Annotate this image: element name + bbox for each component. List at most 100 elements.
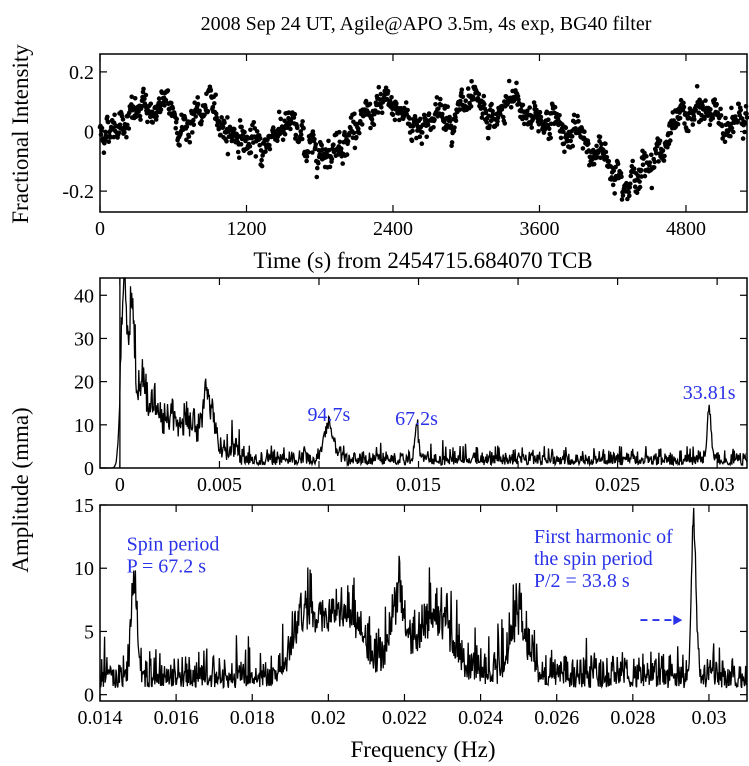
lightcurve-point bbox=[677, 110, 682, 115]
lightcurve-point bbox=[299, 136, 305, 142]
lightcurve-point bbox=[612, 191, 617, 196]
lightcurve-point bbox=[137, 113, 143, 119]
lightcurve-point bbox=[184, 124, 190, 129]
lightcurve-point bbox=[707, 122, 713, 128]
lightcurve-point bbox=[337, 129, 342, 135]
lightcurve-point bbox=[409, 138, 415, 144]
lightcurve-point bbox=[603, 141, 608, 147]
lightcurve-point bbox=[280, 137, 286, 143]
lightcurve-point bbox=[327, 164, 333, 170]
lightcurve-point bbox=[481, 93, 487, 99]
lightcurve-point bbox=[742, 121, 748, 126]
lightcurve-point bbox=[490, 112, 496, 117]
lightcurve-point bbox=[359, 122, 365, 127]
lightcurve-point bbox=[547, 131, 552, 137]
y-tick-label: 0 bbox=[84, 458, 94, 480]
ft-full-panel: 0 0.005 0.01 0.015 0.02 0.025 0.03 0 10 20 30 40 9… bbox=[74, 277, 748, 496]
lightcurve-point bbox=[668, 130, 674, 136]
lightcurve-point bbox=[356, 126, 361, 132]
lightcurve-point bbox=[311, 132, 316, 138]
lightcurve-point bbox=[647, 160, 653, 165]
lightcurve-point bbox=[225, 151, 231, 157]
lightcurve-point bbox=[729, 105, 734, 111]
x-tick-label: 0.022 bbox=[382, 707, 427, 729]
lightcurve-point bbox=[288, 126, 293, 132]
lightcurve-point bbox=[651, 165, 657, 170]
lightcurve-point bbox=[531, 114, 536, 119]
lightcurve-point bbox=[694, 84, 700, 89]
lightcurve-point bbox=[106, 119, 111, 125]
lightcurve-point bbox=[163, 97, 169, 103]
lightcurve-point bbox=[363, 98, 369, 104]
y-tick-label: 20 bbox=[74, 372, 94, 394]
lightcurve-point bbox=[116, 130, 122, 136]
lightcurve-point bbox=[376, 84, 382, 90]
lightcurve-point bbox=[236, 155, 242, 160]
lightcurve-point bbox=[394, 101, 399, 106]
lightcurve-point bbox=[420, 130, 425, 135]
lightcurve-point bbox=[451, 128, 457, 134]
lightcurve-point bbox=[173, 125, 178, 131]
lightcurve-point bbox=[702, 116, 707, 122]
lightcurve-point bbox=[242, 129, 247, 135]
lightcurve-point bbox=[660, 148, 666, 153]
lightcurve-point bbox=[642, 173, 648, 179]
lightcurve-point bbox=[599, 141, 604, 147]
lightcurve-point bbox=[591, 161, 597, 167]
lightcurve-point bbox=[315, 165, 320, 171]
lightcurve-point bbox=[345, 139, 351, 144]
lightcurve-point bbox=[278, 116, 284, 122]
lightcurve-point bbox=[182, 116, 188, 121]
y-tick-label: 0 bbox=[84, 122, 94, 144]
lightcurve-point bbox=[99, 125, 105, 131]
lightcurve-point bbox=[120, 117, 126, 122]
y-tick-label: -0.2 bbox=[62, 181, 94, 203]
lightcurve-point bbox=[571, 112, 577, 118]
lightcurve-point bbox=[447, 119, 453, 124]
lightcurve-point bbox=[187, 140, 193, 145]
lightcurve-point bbox=[326, 138, 331, 144]
ft-full-spectrum bbox=[100, 277, 748, 469]
lightcurve-point bbox=[615, 161, 621, 167]
lightcurve-point bbox=[410, 128, 415, 134]
lightcurve-point bbox=[434, 95, 440, 100]
lightcurve-point bbox=[338, 146, 344, 151]
lightcurve-point bbox=[232, 126, 237, 132]
y-tick-label: 40 bbox=[74, 285, 94, 307]
lightcurve-point bbox=[248, 127, 253, 133]
lightcurve-point bbox=[219, 115, 224, 120]
lightcurve-point bbox=[463, 98, 469, 103]
x-tick-label: 0.03 bbox=[700, 474, 735, 496]
y-tick-label: 10 bbox=[74, 558, 94, 580]
x-tick-label: 3600 bbox=[519, 218, 559, 240]
x-tick-label: 0 bbox=[95, 218, 105, 240]
ft-full-annotations: 94.7s 67.2s 33.81s bbox=[308, 382, 736, 430]
lightcurve-point bbox=[516, 97, 521, 102]
lightcurve-point bbox=[644, 154, 649, 159]
lightcurve-point bbox=[693, 107, 698, 113]
lightcurve-point bbox=[150, 120, 155, 125]
lightcurve-point bbox=[344, 152, 350, 157]
lightcurve-point bbox=[546, 117, 551, 122]
lightcurve-point bbox=[686, 128, 691, 134]
lightcurve-point bbox=[563, 125, 569, 131]
lightcurve-point bbox=[677, 115, 683, 121]
y-tick-label: 15 bbox=[74, 495, 94, 517]
lightcurve-point bbox=[132, 96, 138, 101]
lightcurve-point bbox=[740, 136, 746, 141]
lightcurve-point bbox=[425, 122, 431, 128]
lightcurve-point bbox=[310, 150, 315, 155]
lightcurve-point bbox=[195, 95, 200, 100]
lightcurve-point bbox=[282, 118, 287, 124]
lightcurve-point bbox=[103, 129, 108, 135]
lightcurve-point bbox=[407, 116, 412, 121]
lightcurve-point bbox=[458, 98, 463, 104]
lightcurve-point bbox=[653, 151, 659, 156]
lightcurve-point bbox=[548, 135, 553, 141]
lightcurve-point bbox=[524, 116, 529, 121]
lightcurve-point bbox=[248, 150, 254, 155]
lightcurve-point bbox=[744, 115, 749, 120]
lightcurve-point bbox=[562, 149, 567, 155]
annotation-line: First harmonic of bbox=[534, 526, 673, 548]
